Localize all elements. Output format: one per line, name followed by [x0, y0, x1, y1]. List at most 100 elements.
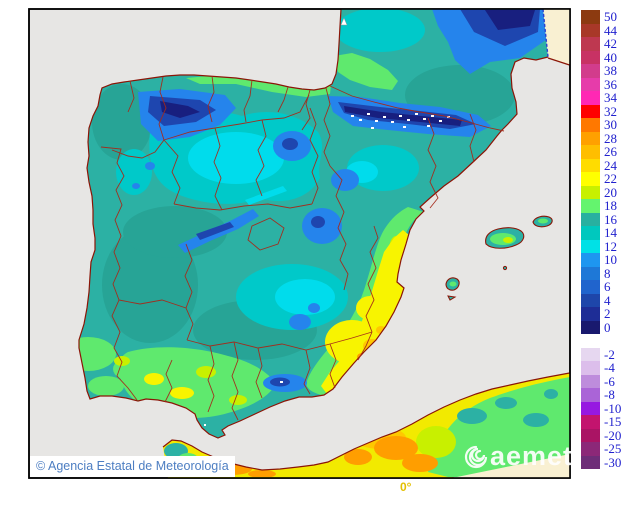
legend-gap — [581, 334, 629, 348]
legend-row: -8 — [581, 388, 629, 402]
legend-swatch — [581, 37, 600, 51]
legend-swatch — [581, 104, 600, 118]
legend-swatch — [581, 361, 600, 375]
legend-row: 38 — [581, 64, 629, 78]
legend-value: 34 — [604, 90, 617, 106]
legend-row: -25 — [581, 442, 629, 456]
legend-row: 40 — [581, 50, 629, 64]
legend-value: 20 — [604, 184, 617, 200]
coastline — [78, 8, 549, 439]
legend-swatch — [581, 266, 600, 280]
legend-row: 26 — [581, 145, 629, 159]
legend-row: -4 — [581, 361, 629, 375]
legend-swatch — [581, 23, 600, 37]
africa-coastline — [162, 372, 570, 471]
legend-row: 28 — [581, 131, 629, 145]
legend-swatch — [581, 347, 600, 361]
legend-swatch — [581, 185, 600, 199]
legend-swatch — [581, 77, 600, 91]
legend-row: -15 — [581, 415, 629, 429]
legend-swatch — [581, 428, 600, 442]
legend-swatch — [581, 334, 600, 348]
legend-value: 4 — [604, 292, 611, 308]
legend-row: 42 — [581, 37, 629, 51]
legend-value: 2 — [604, 306, 611, 322]
province-borders — [100, 75, 505, 421]
legend-swatch — [581, 280, 600, 294]
legend-value: 22 — [604, 171, 617, 187]
legend-value: -15 — [604, 414, 622, 430]
legend-row: 34 — [581, 91, 629, 105]
legend-swatch — [581, 293, 600, 307]
legend-swatch — [581, 172, 600, 186]
legend-value: 12 — [604, 238, 617, 254]
legend-swatch — [581, 388, 600, 402]
legend-swatch — [581, 158, 600, 172]
legend-value: -2 — [604, 346, 615, 362]
legend-row: 50 — [581, 10, 629, 24]
legend-value: 26 — [604, 144, 617, 160]
legend-row: -2 — [581, 346, 629, 362]
legend-row: 14 — [581, 226, 629, 240]
snow-specks — [204, 113, 450, 426]
legend-swatch — [581, 131, 600, 145]
legend-swatch — [581, 455, 600, 469]
copyright-attribution: © Agencia Estatal de Meteorología — [30, 456, 235, 477]
legend-value: 30 — [604, 117, 617, 133]
legend-value: 32 — [604, 103, 617, 119]
legend-row: 18 — [581, 199, 629, 213]
legend-swatch — [581, 64, 600, 78]
legend-swatch — [581, 307, 600, 321]
legend-value: -8 — [604, 387, 615, 403]
legend-value: 38 — [604, 63, 617, 79]
legend-row: 36 — [581, 77, 629, 91]
legend-row: 4 — [581, 292, 629, 308]
legend-value: -4 — [604, 360, 615, 376]
legend-swatch — [581, 374, 600, 388]
legend-row: 44 — [581, 22, 629, 38]
legend-value: 24 — [604, 157, 617, 173]
station-marker — [340, 17, 348, 26]
legend-value: 18 — [604, 198, 617, 214]
legend-swatch — [581, 226, 600, 240]
legend-row: 10 — [581, 253, 629, 267]
legend-value: 42 — [604, 36, 617, 52]
legend-row: -30 — [581, 454, 629, 470]
legend-row: 30 — [581, 118, 629, 132]
legend-swatch — [581, 118, 600, 132]
legend-row: 22 — [581, 172, 629, 186]
legend-row: 20 — [581, 184, 629, 200]
longitude-label: 0° — [400, 480, 412, 494]
legend-swatch — [581, 442, 600, 456]
legend-value: -25 — [604, 441, 622, 457]
legend-swatch — [581, 50, 600, 64]
legend-row: 32 — [581, 103, 629, 119]
legend-swatch — [581, 401, 600, 415]
legend-swatch — [581, 320, 600, 334]
legend-row: -10 — [581, 401, 629, 415]
legend-swatch — [581, 145, 600, 159]
legend-row: -6 — [581, 373, 629, 389]
legend-swatch — [581, 199, 600, 213]
balearic-islands — [445, 215, 553, 301]
legend-swatch — [581, 212, 600, 226]
legend-value: 6 — [604, 279, 611, 295]
legend-value: 8 — [604, 265, 611, 281]
legend-swatch — [581, 415, 600, 429]
legend-row: 6 — [581, 280, 629, 294]
legend-row: -20 — [581, 428, 629, 442]
legend-value: 44 — [604, 22, 617, 38]
legend-value: -30 — [604, 454, 622, 470]
legend-value: 10 — [604, 252, 617, 268]
legend-row: 12 — [581, 238, 629, 254]
legend-swatch — [581, 253, 600, 267]
legend-row: 16 — [581, 212, 629, 226]
legend-value: 14 — [604, 225, 617, 241]
legend-row: 8 — [581, 265, 629, 281]
legend-swatch — [581, 91, 600, 105]
iberia-france-landmass — [78, 8, 570, 439]
legend-value: -6 — [604, 373, 615, 389]
temperature-colorbar: 50 44 42 40 38 36 34 32 30 28 26 24 22 20 18 16 14 12 10 8 6… — [581, 10, 629, 469]
